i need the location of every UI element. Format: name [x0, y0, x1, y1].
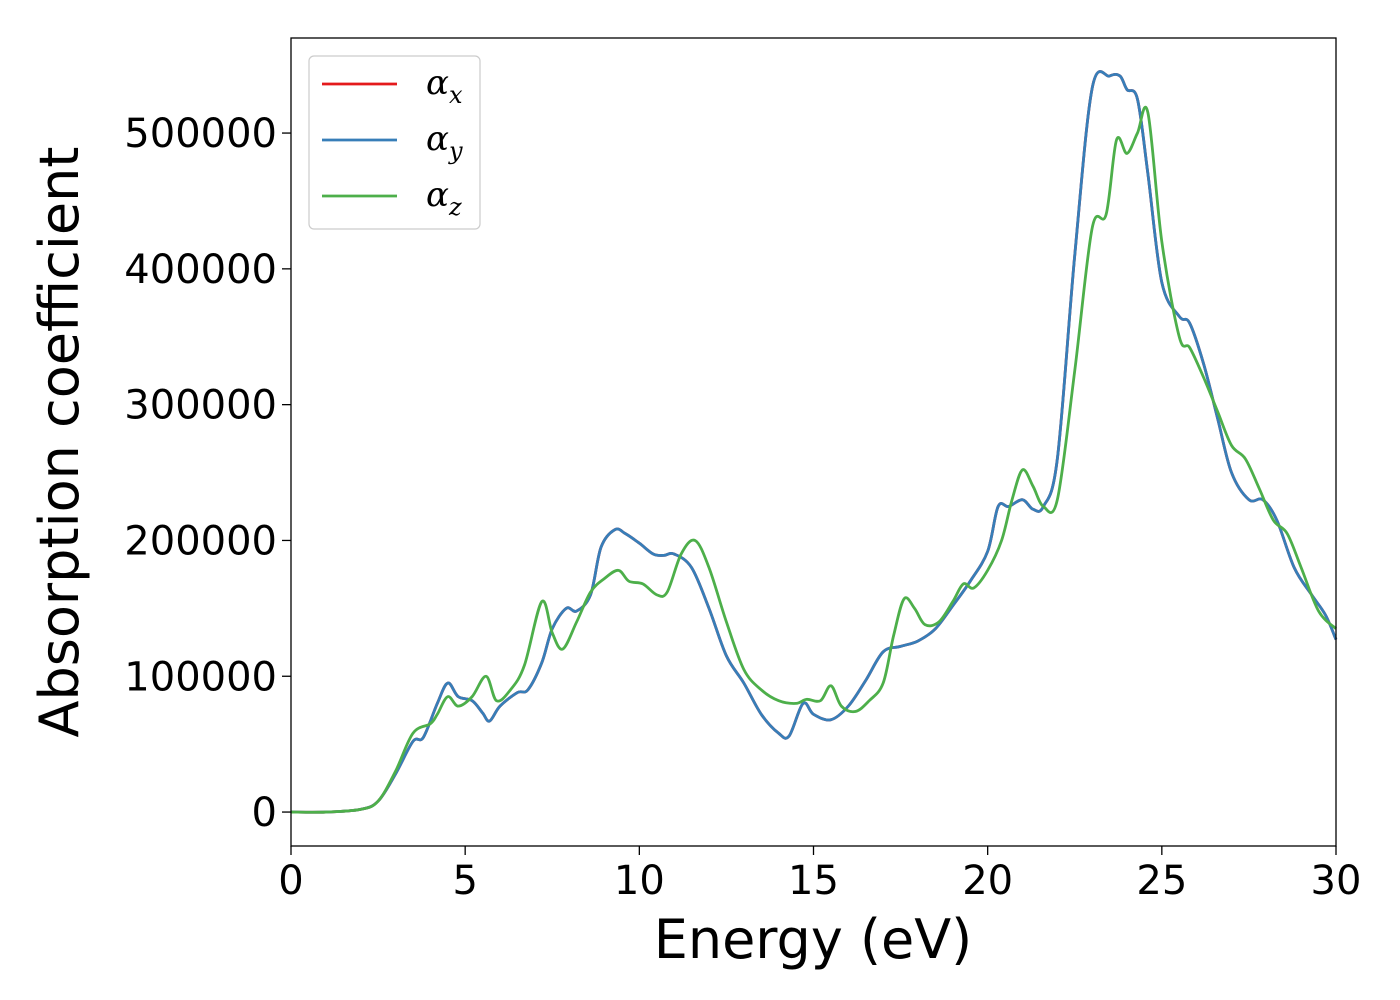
- y-tick-label: 400000: [124, 247, 277, 293]
- legend: αx αy αz: [308, 55, 481, 230]
- y-tick-label: 0: [252, 790, 277, 836]
- x-tick-label: 30: [1311, 858, 1362, 904]
- series-line-y: [290, 70, 1338, 814]
- x-axis-title: Energy (eV): [654, 908, 973, 971]
- legend-label-z: αz: [426, 175, 462, 221]
- x-tick-label: 25: [1136, 858, 1187, 904]
- legend-label-y: αy: [426, 119, 463, 165]
- y-axis-title: Absorption coefficient: [28, 147, 91, 738]
- y-tick-label: 200000: [124, 518, 277, 564]
- series-line-z: [290, 105, 1337, 814]
- x-tick-label: 5: [452, 858, 477, 904]
- y-tick-label: 500000: [124, 111, 277, 157]
- legend-box: [308, 55, 481, 230]
- x-tick-label: 10: [614, 858, 665, 904]
- x-axis-ticks: 0 5 10 15 20 25 30: [278, 846, 1361, 904]
- y-axis-ticks: 0 100000 200000 300000 400000 500000: [124, 111, 291, 836]
- x-tick-label: 20: [962, 858, 1013, 904]
- x-tick-label: 15: [788, 858, 839, 904]
- x-tick-label: 0: [278, 858, 303, 904]
- y-tick-label: 300000: [124, 383, 277, 429]
- y-tick-label: 100000: [124, 654, 277, 700]
- legend-label-x: αx: [426, 63, 463, 109]
- series-layer: [290, 70, 1338, 814]
